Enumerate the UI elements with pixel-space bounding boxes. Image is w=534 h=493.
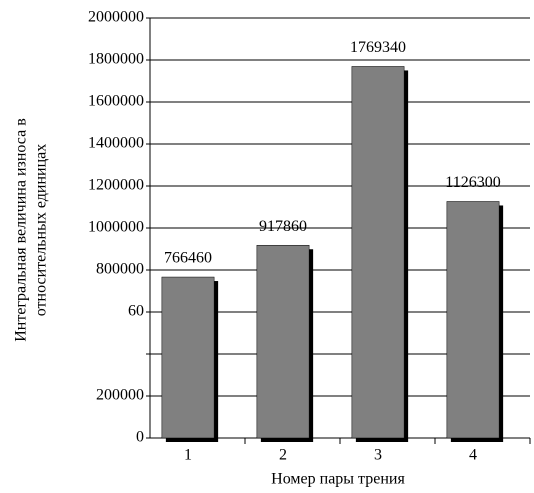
y-tick-label: 1400000: [88, 135, 144, 152]
bar: [161, 276, 215, 439]
value-label: 766460: [164, 250, 212, 267]
y-tick-label: 1600000: [88, 93, 144, 110]
y-axis-title-line: относительных единицах: [33, 144, 50, 316]
x-tick-label: 1: [184, 447, 192, 464]
x-tick-label: 4: [469, 447, 477, 464]
bar: [446, 201, 500, 439]
y-axis-title: Интегральная величина износа в относител…: [13, 118, 50, 342]
bar: [351, 66, 405, 439]
y-tick-label: 0: [136, 429, 144, 446]
x-axis-title: Номер пары трения: [271, 471, 405, 488]
x-tick-label: 2: [279, 447, 287, 464]
y-tick-label: 2000000: [88, 9, 144, 26]
y-tick-label: 800000: [96, 261, 144, 278]
value-label: 1769340: [350, 39, 406, 56]
x-tick-label: 3: [374, 447, 382, 464]
y-tick-label: 60: [128, 303, 144, 320]
y-tick-label: 1000000: [88, 219, 144, 236]
y-tick-label: 200000: [96, 387, 144, 404]
y-tick-label: 1200000: [88, 177, 144, 194]
y-axis-title-line: Интегральная величина износа в: [13, 118, 30, 342]
value-label: 917860: [259, 218, 307, 235]
bar: [256, 244, 310, 439]
y-tick-label: 1800000: [88, 51, 144, 68]
value-label: 1126300: [445, 174, 500, 191]
